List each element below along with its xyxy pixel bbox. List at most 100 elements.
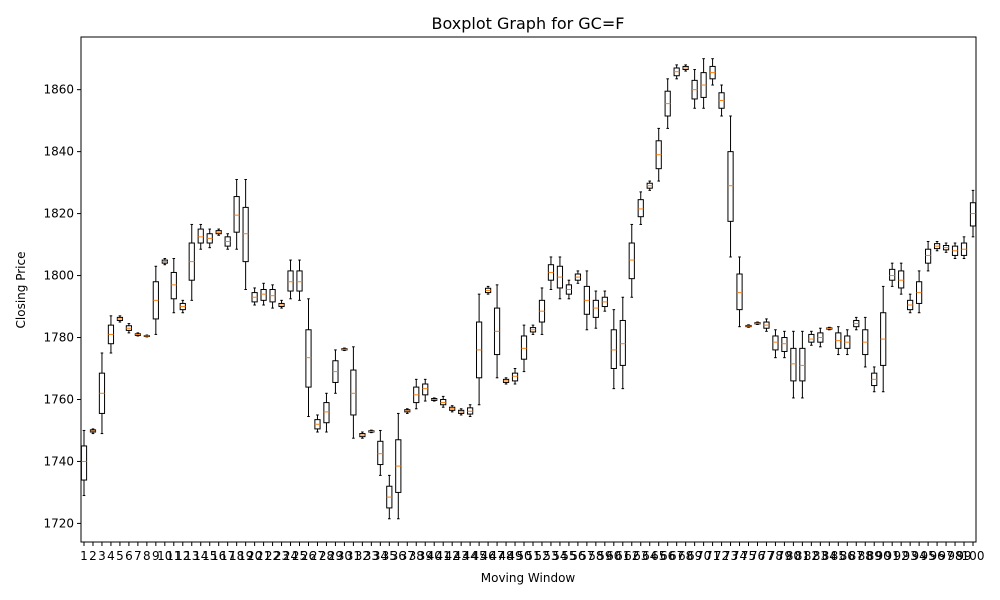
box-52 [538,287,546,335]
box-40 [431,397,438,402]
x-tick-label: 55 [561,549,576,563]
y-tick-label: 1740 [43,454,74,468]
x-tick-label: 72 [714,549,729,563]
x-tick-label: 100 [962,549,985,563]
box-35 [386,474,393,520]
x-tick-label: 74 [732,549,747,563]
x-tick-label: 53 [543,549,558,563]
box-98 [951,242,959,260]
box-28 [323,392,330,433]
x-tick-label: 52 [534,549,549,563]
box-2 [89,428,97,435]
box-71 [709,58,716,86]
x-tick-label: 84 [822,549,837,563]
box-7 [134,332,141,337]
box-58 [592,290,599,329]
x-tick-label: 79 [777,549,792,563]
box-body [520,335,528,360]
box-78 [772,329,779,359]
box-66 [664,78,671,129]
x-tick-label: 24 [283,549,298,563]
box-body [323,402,330,424]
x-tick-label: 66 [660,549,675,563]
box-body [736,273,743,311]
box-body [889,268,896,281]
x-tick-label: 70 [696,549,711,563]
x-tick-label: 11 [166,549,181,563]
box-4 [107,315,115,354]
x-tick-label: 77 [759,549,774,563]
x-tick-label: 85 [831,549,846,563]
x-tick-label: 93 [903,549,918,563]
box-65 [655,127,662,182]
box-body [287,270,294,292]
box-16 [215,228,222,236]
y-tick-label: 1720 [43,516,74,530]
box-body [350,369,357,416]
box-72 [718,84,725,117]
x-tick-label: 33 [364,549,379,563]
box-body [422,383,429,396]
x-tick-label: 96 [929,549,944,563]
box-10 [161,258,168,266]
box-14 [197,223,204,250]
x-axis-label: Moving Window [481,571,576,585]
box-55 [565,279,573,300]
box-41 [440,395,447,408]
box-99 [960,236,968,260]
boxes-layer [80,58,977,520]
box-84 [826,326,833,331]
box-69 [691,69,698,109]
box-79 [781,330,788,359]
box-44 [467,404,474,418]
box-24 [287,259,294,300]
x-tick-label: 95 [920,549,935,563]
x-tick-label: 29 [328,549,343,563]
x-tick-label: 21 [256,549,271,563]
box-59 [601,290,608,312]
box-96 [933,240,941,252]
box-75 [745,324,752,328]
x-tick-label: 62 [624,549,639,563]
x-tick-label: 86 [840,549,855,563]
x-tick-label: 63 [633,549,648,563]
box-89 [871,366,878,393]
box-body [197,228,204,244]
x-tick-label: 23 [274,549,289,563]
box-42 [449,405,456,413]
box-88 [862,316,869,368]
box-body [808,333,815,343]
box-80 [790,330,797,399]
x-tick-label: 2 [89,549,97,563]
box-60 [610,309,617,390]
box-100 [969,189,977,238]
box-37 [404,408,411,414]
x-tick-label: 15 [202,549,217,563]
y-tick-label: 1820 [43,207,74,221]
x-tick-label: 37 [400,549,415,563]
x-tick-label: 19 [238,549,253,563]
box-32 [359,431,366,439]
box-54 [556,256,564,300]
box-22 [269,284,276,309]
box-56 [574,270,581,284]
box-21 [260,282,267,306]
box-90 [880,285,887,393]
box-body [619,319,626,366]
x-tick-label: 87 [849,549,864,563]
x-tick-label: 68 [678,549,693,563]
box-76 [754,321,761,326]
x-tick-label: 49 [507,549,522,563]
x-tick-label: 81 [795,549,810,563]
x-tick-label: 56 [570,549,585,563]
x-tick-label: 64 [642,549,657,563]
x-tick-label: 90 [876,549,891,563]
x-tick-label: 80 [786,549,801,563]
box-body [628,242,635,280]
box-body [305,329,312,388]
box-97 [942,242,950,253]
x-tick-label: 14 [193,549,208,563]
box-87 [853,316,860,331]
x-tick-label: 91 [885,549,900,563]
x-tick-label: 57 [579,549,594,563]
